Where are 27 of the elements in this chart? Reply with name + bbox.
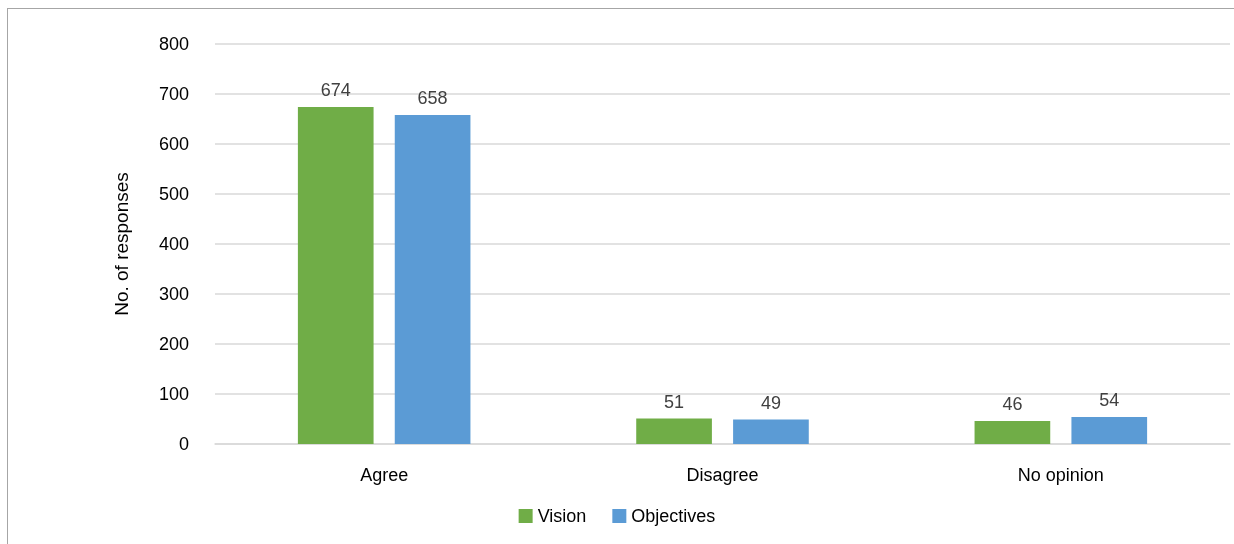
data-label: 46: [1002, 394, 1023, 414]
data-label: 49: [760, 392, 781, 413]
y-tick-label: 800: [158, 34, 189, 54]
y-tick-label: 100: [158, 384, 189, 404]
data-label: 51: [664, 391, 685, 412]
y-axis-title: No. of responses: [111, 172, 132, 316]
y-tick-label: 600: [158, 134, 189, 154]
data-label: 658: [417, 88, 448, 108]
y-tick-label: 700: [158, 84, 189, 104]
y-tick-label: 200: [158, 334, 189, 354]
bar: [394, 115, 471, 444]
legend-label: Objectives: [631, 506, 716, 526]
y-tick-label: 500: [158, 184, 189, 204]
legend-label: Vision: [537, 506, 587, 526]
y-tick-label: 400: [158, 234, 189, 254]
bar: [1071, 417, 1148, 444]
x-tick-label: Disagree: [686, 465, 759, 485]
x-tick-label: Agree: [360, 465, 409, 485]
data-label: 54: [1099, 390, 1120, 410]
x-tick-label: No opinion: [1017, 465, 1104, 485]
bar: [974, 421, 1051, 444]
y-tick-label: 300: [158, 284, 189, 304]
y-tick-label: 0: [178, 434, 189, 454]
bar: [636, 418, 712, 444]
bar: [733, 419, 809, 444]
bar: [297, 107, 374, 444]
data-label: 674: [320, 80, 351, 100]
